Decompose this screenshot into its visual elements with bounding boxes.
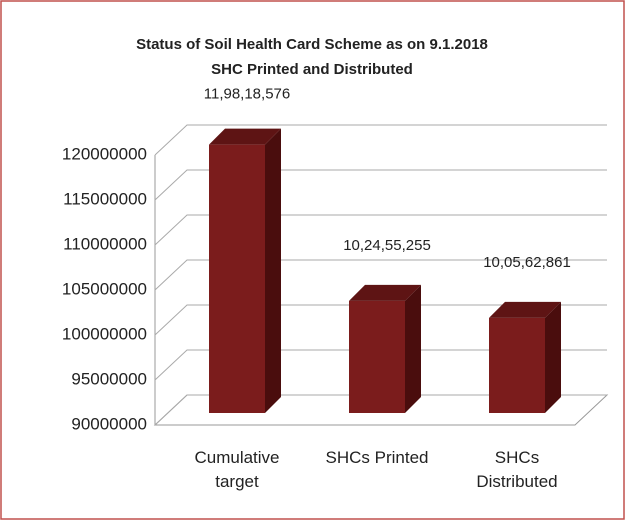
value-label: 10,05,62,861: [483, 254, 571, 271]
y-tick-label: 105000000: [62, 279, 147, 298]
bar: [349, 300, 405, 413]
x-tick-label: SHCs Printed: [325, 448, 429, 467]
y-tick-label: 90000000: [71, 414, 147, 433]
x-tick-label: SHCs Distributed: [476, 448, 558, 491]
chart-subtitle: SHC Printed and Distributed: [211, 61, 413, 78]
grid-line: [154, 304, 607, 336]
grid-line: [154, 349, 607, 381]
y-tick-label: 115000000: [63, 189, 147, 208]
bar-side: [545, 301, 561, 413]
value-label: 10,24,55,255: [343, 237, 431, 254]
bar-side: [265, 128, 281, 413]
grid-line: [154, 214, 607, 246]
value-label: 11,98,18,576: [204, 86, 290, 103]
y-tick-label: 120000000: [62, 144, 147, 163]
grid-line: [154, 394, 607, 426]
y-tick-label: 110000000: [63, 234, 147, 253]
bar-top: [489, 301, 561, 318]
y-tick-label: 100000000: [62, 324, 147, 343]
grid-line: [154, 124, 607, 156]
chart-title: Status of Soil Health Card Scheme as on …: [136, 36, 488, 53]
grid-line: [154, 169, 607, 201]
bar: [209, 144, 265, 413]
bar-top: [209, 128, 281, 145]
x-tick-label: Cumulative target: [194, 448, 280, 491]
y-tick-label: 95000000: [71, 369, 147, 388]
bar-top: [349, 284, 421, 301]
bar-side: [405, 284, 421, 413]
bar: [489, 317, 545, 413]
grid-line: [154, 259, 607, 291]
